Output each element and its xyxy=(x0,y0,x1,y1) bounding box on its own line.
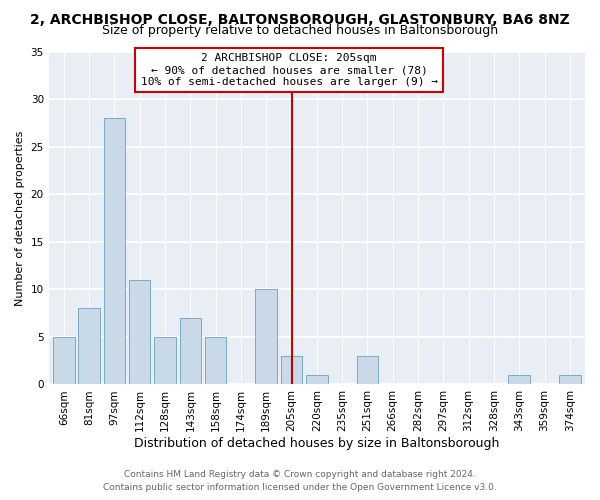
Bar xyxy=(205,337,226,384)
Bar xyxy=(256,290,277,384)
Bar xyxy=(281,356,302,384)
Bar xyxy=(356,356,378,384)
Text: Contains HM Land Registry data © Crown copyright and database right 2024.
Contai: Contains HM Land Registry data © Crown c… xyxy=(103,470,497,492)
Bar xyxy=(179,318,201,384)
Text: 2, ARCHBISHOP CLOSE, BALTONSBOROUGH, GLASTONBURY, BA6 8NZ: 2, ARCHBISHOP CLOSE, BALTONSBOROUGH, GLA… xyxy=(30,12,570,26)
Bar xyxy=(559,375,581,384)
Text: 2 ARCHBISHOP CLOSE: 205sqm
← 90% of detached houses are smaller (78)
10% of semi: 2 ARCHBISHOP CLOSE: 205sqm ← 90% of deta… xyxy=(140,54,437,86)
Bar xyxy=(104,118,125,384)
X-axis label: Distribution of detached houses by size in Baltonsborough: Distribution of detached houses by size … xyxy=(134,437,500,450)
Bar xyxy=(508,375,530,384)
Bar xyxy=(306,375,328,384)
Text: Size of property relative to detached houses in Baltonsborough: Size of property relative to detached ho… xyxy=(102,24,498,37)
Bar xyxy=(53,337,74,384)
Bar xyxy=(79,308,100,384)
Bar xyxy=(154,337,176,384)
Y-axis label: Number of detached properties: Number of detached properties xyxy=(15,130,25,306)
Bar xyxy=(129,280,151,384)
